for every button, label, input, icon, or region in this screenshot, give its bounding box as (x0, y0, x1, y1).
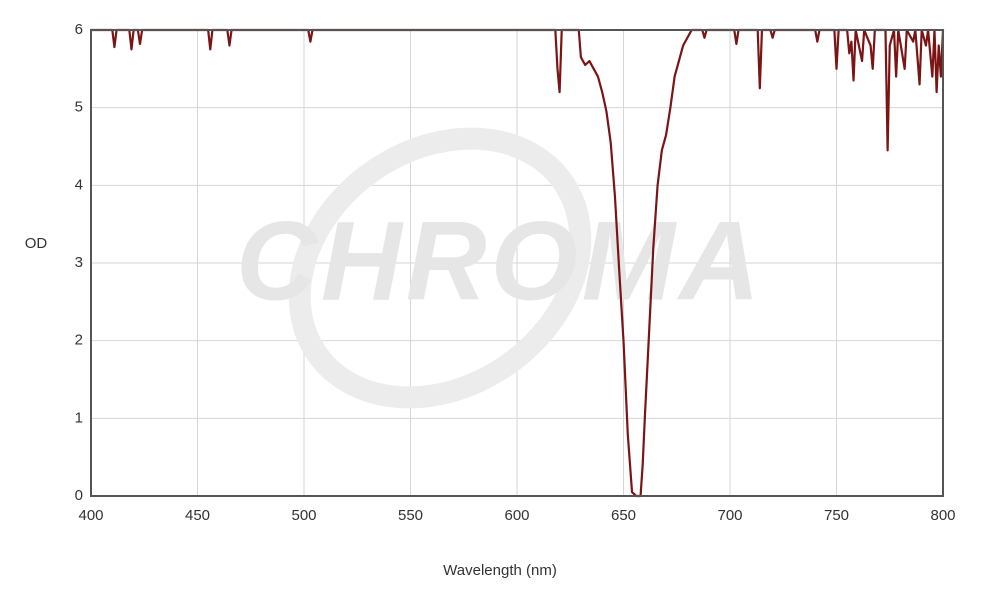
x-tick-label: 800 (930, 507, 955, 524)
x-tick-label: 750 (824, 507, 849, 524)
x-tick-label: 600 (504, 507, 529, 524)
y-tick-label: 1 (75, 409, 83, 426)
x-tick-label: 400 (78, 507, 103, 524)
y-axis-label: OD (25, 235, 48, 252)
watermark-swoosh (288, 127, 592, 409)
y-tick-label: 6 (75, 21, 83, 38)
x-tick-label: 450 (185, 507, 210, 524)
y-tick-label: 0 (75, 487, 83, 504)
x-tick-label: 500 (291, 507, 316, 524)
data-line (91, 28, 945, 498)
x-tick-label: 650 (611, 507, 636, 524)
y-tick-label: 5 (75, 99, 83, 116)
x-tick-label: 700 (717, 507, 742, 524)
y-tick-label: 2 (75, 332, 83, 349)
y-tick-label: 3 (75, 254, 83, 271)
x-tick-label: 550 (398, 507, 423, 524)
y-tick-label: 4 (75, 176, 83, 193)
grid (90, 29, 944, 497)
x-axis-label: Wavelength (nm) (443, 562, 557, 579)
plot-border (90, 29, 944, 497)
watermark: CHROMA (236, 199, 764, 324)
